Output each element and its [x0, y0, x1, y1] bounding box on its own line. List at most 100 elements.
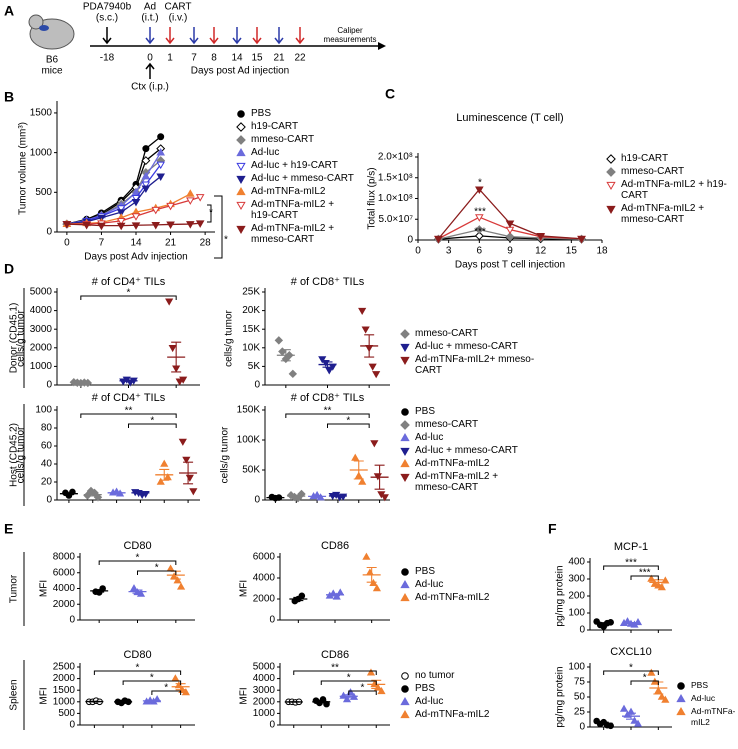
day-label: 22	[294, 53, 306, 64]
legend-symbol	[400, 356, 410, 365]
chart-title: # of CD4⁺ TILs	[92, 392, 166, 404]
significance-label: *	[136, 663, 140, 674]
data-point	[116, 209, 126, 217]
legend-label: mmeso-CART	[415, 419, 479, 430]
panel-letter: B	[4, 89, 14, 105]
error-bar	[598, 622, 609, 626]
legend-symbol	[236, 122, 246, 132]
chart-title: CD86	[321, 649, 349, 661]
legend-marker	[606, 205, 616, 214]
legend-marker	[400, 356, 410, 365]
data-point	[342, 695, 352, 703]
y-tick-label: 0	[269, 615, 275, 626]
data-point	[358, 477, 367, 485]
data-point	[97, 222, 106, 231]
data-point	[141, 171, 151, 180]
significance-label: *	[150, 416, 154, 427]
data-point	[156, 477, 165, 485]
y-tick-label: 1000	[30, 361, 53, 372]
y-tick-label: 8000	[53, 552, 76, 563]
arrow-ad	[232, 27, 242, 45]
legend-label: Ad-mTNFa-mIL2 + h19-CART	[621, 179, 727, 201]
x-tick-label: 18	[596, 246, 608, 257]
legend-symbol	[676, 707, 686, 716]
data-point	[131, 222, 141, 230]
y-tick-label: 5K	[248, 361, 261, 372]
y-axis-label: cells/g tumor	[16, 426, 27, 483]
x-tick-label: 0	[64, 238, 70, 249]
y-tick-label: 20K	[242, 305, 260, 316]
y-axis-label: cells/g tumor	[16, 309, 27, 366]
panel-letter: D	[4, 261, 14, 277]
day-label: 21	[273, 53, 285, 64]
legend-label: Ad-mTNFa-mIL2 + mmeso-CART	[415, 471, 499, 493]
significance-bracket	[630, 575, 659, 580]
y-axis-label: cells/g tumor	[224, 309, 235, 366]
legend-label: Ad-luc	[415, 432, 444, 443]
y-axis-label: pg/mg protein	[555, 666, 566, 727]
y-tick-label: 75	[574, 677, 586, 688]
error-bar	[598, 721, 609, 726]
legend-entry: Ad-luc + h19-CART	[236, 160, 354, 171]
error-bar	[626, 621, 636, 625]
error-bar	[322, 361, 333, 368]
legend-label: Ad-mTNFa-mIL2 + mmeso-CART	[251, 223, 335, 245]
panel-letter: A	[4, 3, 14, 19]
legend-label: PBS	[415, 566, 436, 577]
error-bar	[291, 494, 302, 498]
significance-bracket	[630, 680, 659, 685]
row-label: Spleen	[9, 679, 20, 710]
legend-symbol	[401, 408, 409, 416]
data-point	[647, 574, 656, 582]
data-point	[661, 695, 670, 703]
data-point	[474, 225, 484, 235]
legend-label: Ad-mTNFa-mIL2+ mmeso-CART	[415, 354, 535, 376]
legend-label: Ad-mTNFa-mIL2	[415, 592, 490, 603]
data-point	[179, 376, 188, 384]
data-point	[380, 494, 389, 502]
chart-title: CD80	[123, 649, 151, 661]
legend-marker	[236, 135, 246, 145]
y-tick-label: 100	[568, 662, 585, 673]
legend-symbol	[606, 181, 616, 190]
significance-label: *	[155, 563, 159, 574]
y-tick-label: 5000	[253, 662, 276, 673]
legend-symbol	[606, 167, 616, 177]
chart-title: # of CD8⁺ TILs	[291, 392, 365, 404]
y-tick-label: 1500	[30, 108, 53, 119]
data-point	[156, 161, 166, 170]
data-point	[657, 583, 666, 591]
legend-entry: mmeso-CART	[236, 134, 354, 145]
data-point	[619, 704, 629, 712]
mouse-label: B6	[46, 55, 59, 66]
data-point	[185, 197, 195, 205]
error-bar	[87, 492, 98, 497]
data-point	[141, 156, 151, 166]
y-tick-label: 0	[46, 495, 52, 506]
arrow-ad	[189, 27, 199, 45]
significance-label: ***	[474, 227, 486, 238]
legend-entry: Ad-luc	[676, 693, 738, 704]
legend-label: mmeso-CART	[251, 134, 315, 145]
x-axis-label: Days post Adv injection	[84, 252, 187, 263]
y-tick-label: 20	[41, 477, 53, 488]
significance-label: *	[629, 663, 633, 674]
schematic-label: (i.t.)	[141, 13, 158, 24]
legend-entry: Ad-luc	[400, 579, 500, 590]
data-point	[185, 189, 195, 197]
legend-label: Ad-mTNFa-mIL2	[251, 186, 326, 197]
x-axis-label: Days post T cell injection	[455, 260, 565, 271]
significance-bracket	[207, 204, 212, 223]
data-point	[116, 217, 126, 226]
x-tick-label: 12	[535, 246, 547, 257]
data-point	[151, 221, 161, 230]
data-point	[131, 213, 141, 221]
legend-label: Ad-mTNFa-mIL2 + mmeso-CART	[621, 203, 705, 225]
legend-label: mmeso-CART	[621, 166, 685, 177]
data-point	[274, 336, 284, 345]
y-tick-label: 500	[58, 708, 75, 719]
legend-entry: Ad-mTNFa-mIL2 + mmeso-CART	[606, 203, 736, 225]
significance-label: ***	[474, 207, 486, 218]
y-tick-label: 25K	[242, 287, 260, 298]
